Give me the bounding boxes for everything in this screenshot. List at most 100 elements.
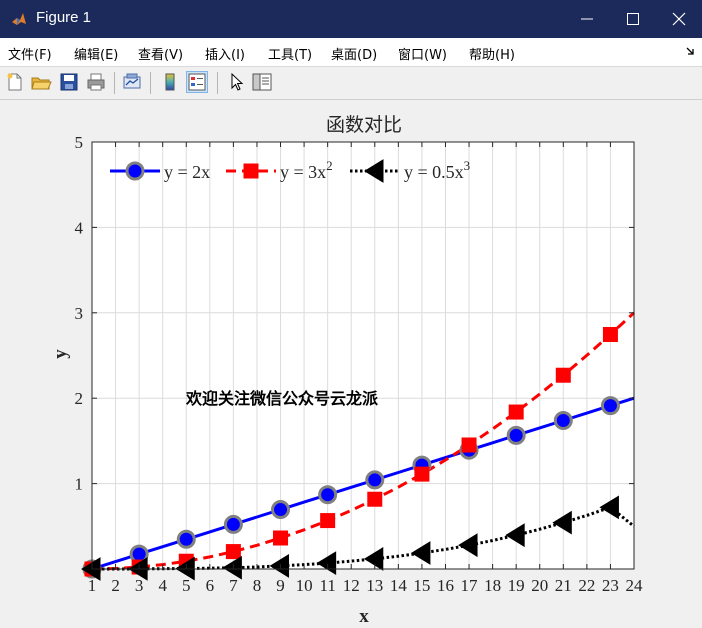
data-point	[271, 500, 291, 520]
x-tick-label: 17	[461, 576, 479, 595]
x-tick-label: 2	[111, 576, 120, 595]
data-point	[505, 523, 525, 548]
close-icon	[672, 12, 686, 26]
x-tick-label: 3	[135, 576, 144, 595]
printer-icon	[87, 73, 105, 91]
maximize-button[interactable]	[610, 0, 656, 38]
folder-icon	[31, 77, 52, 90]
x-tick-label: 12	[343, 576, 360, 595]
legend-label: y = 3x2	[280, 158, 333, 182]
x-tick-label: 15	[413, 576, 430, 595]
data-point	[458, 533, 478, 558]
data-point	[223, 514, 243, 534]
maximize-icon	[627, 13, 639, 25]
x-tick-label: 16	[437, 576, 454, 595]
y-tick-label: 2	[75, 389, 84, 408]
x-axis-label: x	[359, 606, 369, 627]
minimize-icon	[581, 18, 593, 20]
x-tick-label: 10	[296, 576, 313, 595]
menu-bar: 文件(F) 编辑(E) 查看(V) 插入(I) 工具(T) 桌面(D) 窗口(W…	[0, 38, 702, 67]
menu-help[interactable]: 帮助(H)	[469, 48, 515, 63]
menu-window[interactable]: 窗口(W)	[398, 48, 447, 63]
matlab-icon	[10, 10, 28, 28]
colorbar-icon	[165, 73, 175, 91]
legend-marker	[364, 159, 384, 183]
edit-plot-button[interactable]	[225, 71, 247, 93]
x-tick-label: 4	[158, 576, 167, 595]
data-point	[410, 541, 431, 565]
data-point	[461, 437, 477, 453]
data-point	[318, 485, 338, 505]
toolbar-separator	[150, 72, 151, 94]
legend-label: y = 2x	[164, 162, 210, 182]
series-markers	[81, 326, 620, 581]
legend-label-exponent: 2	[326, 158, 333, 173]
y-tick-label: 1	[75, 475, 84, 494]
open-file-button[interactable]	[30, 71, 52, 93]
data-point	[363, 547, 384, 571]
y-tick-label: 5	[75, 133, 84, 152]
new-file-icon	[7, 73, 22, 91]
data-point	[552, 510, 572, 535]
minimize-button[interactable]	[564, 0, 610, 38]
legend[interactable]: y = 2x y = 3x2 y = 0.5x3	[110, 158, 470, 183]
legend-label-text: y = 0.5x	[404, 162, 464, 182]
link-plot-button[interactable]	[121, 71, 143, 93]
print-button[interactable]	[85, 71, 107, 93]
toolbar-separator	[114, 72, 115, 94]
series-line-2[interactable]	[91, 311, 636, 571]
y-tick-label: 3	[75, 304, 84, 323]
save-icon	[60, 73, 78, 91]
x-tick-label: 24	[626, 576, 644, 595]
menu-edit[interactable]: 编辑(E)	[74, 48, 119, 63]
menu-insert[interactable]: 插入(I)	[205, 48, 245, 63]
data-point	[600, 396, 620, 416]
new-figure-button[interactable]	[4, 71, 26, 93]
close-button[interactable]	[656, 0, 702, 38]
show-plot-tools-button[interactable]	[251, 71, 273, 93]
data-point	[508, 404, 524, 420]
legend-label-exponent: 3	[464, 158, 471, 173]
save-button[interactable]	[58, 71, 80, 93]
legend-marker	[125, 161, 145, 181]
tick-labels: 1 2 3 4 5 6 7 8 9 10 11 12 13 14 15 16 17 18 19 20 21 22 23 241…	[75, 133, 644, 595]
axis-ticks	[91, 141, 635, 569]
dock-arrow-icon[interactable]	[686, 46, 696, 56]
menu-tools[interactable]: 工具(T)	[268, 48, 313, 63]
data-point	[365, 470, 385, 490]
chart[interactable]: 1 2 3 4 5 6 7 8 9 10 11 12 13 14 15 16 17 18 19 20 21 22 23 241…	[0, 100, 702, 628]
chart-title: 函数对比	[326, 114, 402, 136]
data-point	[553, 410, 573, 430]
data-point	[320, 513, 336, 529]
x-tick-label: 8	[253, 576, 262, 595]
plot-area[interactable]	[92, 142, 634, 569]
menu-file[interactable]: 文件(F)	[8, 48, 52, 63]
insert-colorbar-button[interactable]	[159, 71, 181, 93]
x-tick-label: 1	[88, 576, 97, 595]
insert-legend-button[interactable]	[186, 71, 208, 93]
legend-icon	[188, 73, 206, 91]
axes-box	[91, 141, 635, 570]
y-axis-label: y	[50, 349, 71, 359]
toolbar	[0, 67, 702, 100]
x-tick-label: 23	[602, 576, 619, 595]
menu-view[interactable]: 查看(V)	[138, 48, 184, 63]
data-point	[599, 495, 619, 520]
x-tick-label: 21	[555, 576, 572, 595]
data-point	[269, 554, 290, 578]
data-point	[555, 367, 571, 383]
x-tick-label: 6	[206, 576, 215, 595]
data-point	[367, 491, 383, 507]
data-point	[602, 326, 618, 342]
menu-desktop[interactable]: 桌面(D)	[331, 48, 378, 63]
data-point	[225, 544, 241, 560]
y-tick-label: 4	[75, 218, 84, 237]
legend-label: y = 0.5x3	[404, 158, 470, 182]
x-tick-label: 20	[531, 576, 548, 595]
x-tick-label: 22	[578, 576, 595, 595]
window-title: Figure 1	[36, 9, 92, 26]
x-tick-label: 5	[182, 576, 191, 595]
x-tick-label: 11	[319, 576, 335, 595]
toolbar-separator	[217, 72, 218, 94]
data-point	[414, 466, 430, 482]
